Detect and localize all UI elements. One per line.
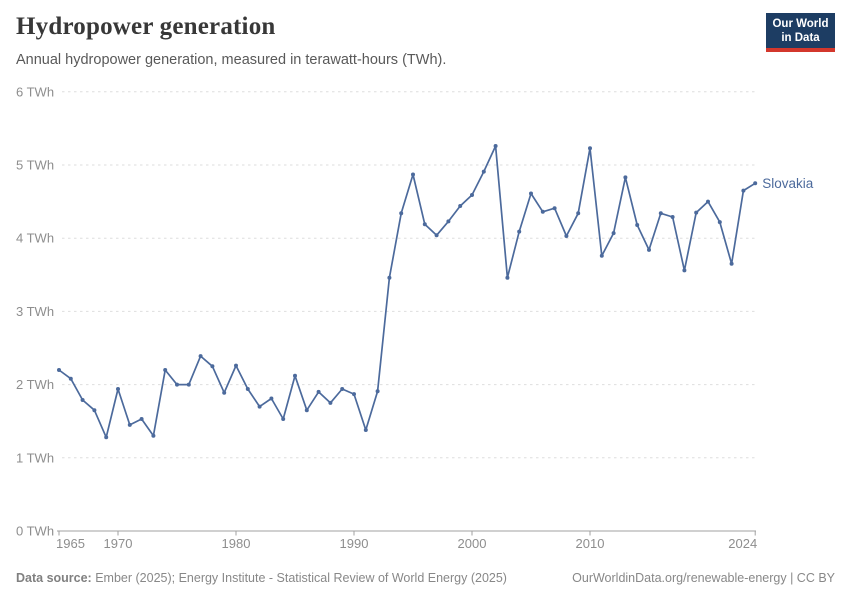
data-point-marker [505, 275, 510, 280]
data-point-marker [116, 387, 120, 391]
y-axis-tick-label: 2 TWh [16, 377, 54, 392]
data-point-marker [529, 191, 533, 196]
data-point-marker [57, 368, 61, 372]
data-point-marker [186, 382, 191, 387]
data-point-marker [670, 215, 675, 219]
data-point-marker [517, 229, 522, 234]
data-point-marker [363, 428, 368, 432]
data-point-marker [552, 206, 557, 211]
data-point-marker [599, 253, 604, 258]
data-point-marker [151, 433, 156, 438]
data-point-marker [458, 204, 463, 208]
data-point-marker [198, 354, 203, 359]
data-point-marker [375, 389, 380, 394]
data-point-marker [588, 146, 592, 151]
data-point-marker [706, 199, 710, 204]
series-end-label: Slovakia [762, 176, 814, 191]
data-point-marker [647, 247, 651, 252]
data-point-marker [493, 144, 498, 148]
owid-logo: Our World in Data [766, 13, 835, 53]
data-point-marker [104, 435, 109, 440]
data-point-marker [222, 390, 227, 395]
x-axis-tick-label: 2000 [458, 536, 487, 551]
data-point-marker [281, 417, 286, 421]
owid-logo-line1: Our World [772, 18, 829, 30]
data-point-marker [623, 175, 628, 180]
data-point-marker [163, 368, 168, 372]
data-point-marker [210, 364, 215, 369]
footer-license-link: OurWorldinData.org/renewable-energy | CC… [572, 571, 835, 585]
data-point-marker [717, 220, 722, 225]
data-point-marker [234, 363, 238, 368]
data-point-marker [576, 211, 581, 216]
data-point-marker [481, 169, 486, 174]
y-axis-tick-label: 5 TWh [16, 158, 54, 173]
data-point-marker [269, 396, 274, 401]
x-axis-tick-label: 1965 [56, 536, 85, 551]
y-axis-tick-label: 0 TWh [16, 524, 54, 539]
data-point-marker [139, 417, 144, 421]
data-source-note: Data source: Ember (2025); Energy Instit… [16, 571, 507, 585]
data-point-marker [564, 234, 569, 238]
chart-subtitle: Annual hydropower generation, measured i… [16, 52, 447, 68]
data-point-marker [92, 408, 97, 413]
data-point-marker [635, 223, 640, 227]
data-point-marker [127, 422, 132, 427]
data-point-marker [245, 387, 250, 391]
data-point-marker [741, 188, 746, 193]
data-point-marker [658, 211, 663, 216]
data-point-marker [316, 389, 321, 394]
data-point-marker [175, 382, 179, 387]
data-source-label: Data source: [16, 571, 92, 585]
data-point-marker [682, 268, 687, 273]
data-point-marker [753, 181, 758, 186]
series-line [58, 145, 757, 439]
data-point-marker [434, 233, 439, 238]
data-point-marker [257, 404, 262, 409]
chart-footer: Data source: Ember (2025); Energy Instit… [16, 571, 835, 585]
data-point-marker [411, 172, 415, 177]
data-point-marker [387, 275, 392, 280]
x-axis-tick-label: 1980 [222, 536, 251, 551]
data-point-marker [340, 387, 345, 391]
page-title: Hydropower generation [16, 13, 276, 40]
data-point-marker [352, 392, 356, 397]
y-axis-tick-label: 6 TWh [16, 84, 54, 99]
data-point-marker [399, 211, 404, 216]
data-point-marker [729, 261, 734, 266]
x-axis-tick-label: 1970 [104, 536, 133, 551]
x-axis-tick-label: 2010 [576, 536, 605, 551]
data-point-marker [694, 210, 699, 215]
data-point-marker [611, 231, 616, 236]
chart-canvas[interactable]: 0 TWh 1 TWh 2 TWh 3 TWh 4 TWh 5 TWh 6 TWh 1965 1… [0, 80, 850, 555]
data-source-text: Ember (2025); Energy Institute - Statist… [91, 571, 507, 585]
data-point-marker [68, 376, 73, 381]
x-axis-tick-label: 2024 [728, 536, 757, 551]
x-axis-tick-label: 1990 [340, 536, 369, 551]
data-point-marker [304, 408, 309, 413]
data-point-marker [328, 400, 333, 405]
data-point-marker [470, 193, 474, 197]
y-axis-tick-label: 4 TWh [16, 231, 54, 246]
data-point-marker [540, 209, 545, 214]
data-point-marker [422, 222, 427, 227]
data-point-marker [80, 398, 85, 402]
data-point-marker [293, 373, 297, 378]
y-axis-tick-label: 1 TWh [16, 450, 54, 465]
y-axis-tick-label: 3 TWh [16, 304, 54, 319]
data-point-marker [446, 219, 451, 224]
owid-logo-line2: in Data [781, 32, 820, 45]
